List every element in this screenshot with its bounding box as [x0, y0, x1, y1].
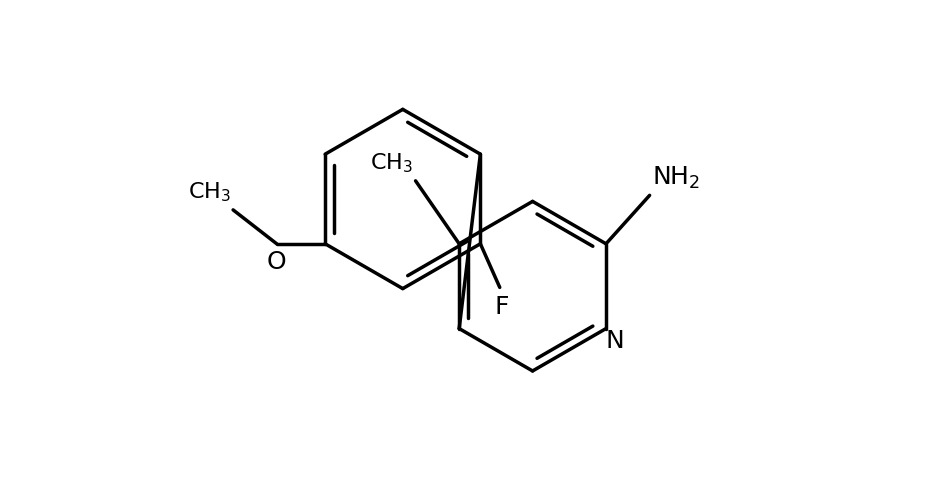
Text: NH$_2$: NH$_2$: [652, 165, 700, 192]
Text: N: N: [605, 329, 624, 353]
Text: F: F: [495, 294, 509, 319]
Text: CH$_3$: CH$_3$: [187, 180, 231, 204]
Text: CH$_3$: CH$_3$: [370, 151, 413, 175]
Text: O: O: [267, 249, 287, 273]
